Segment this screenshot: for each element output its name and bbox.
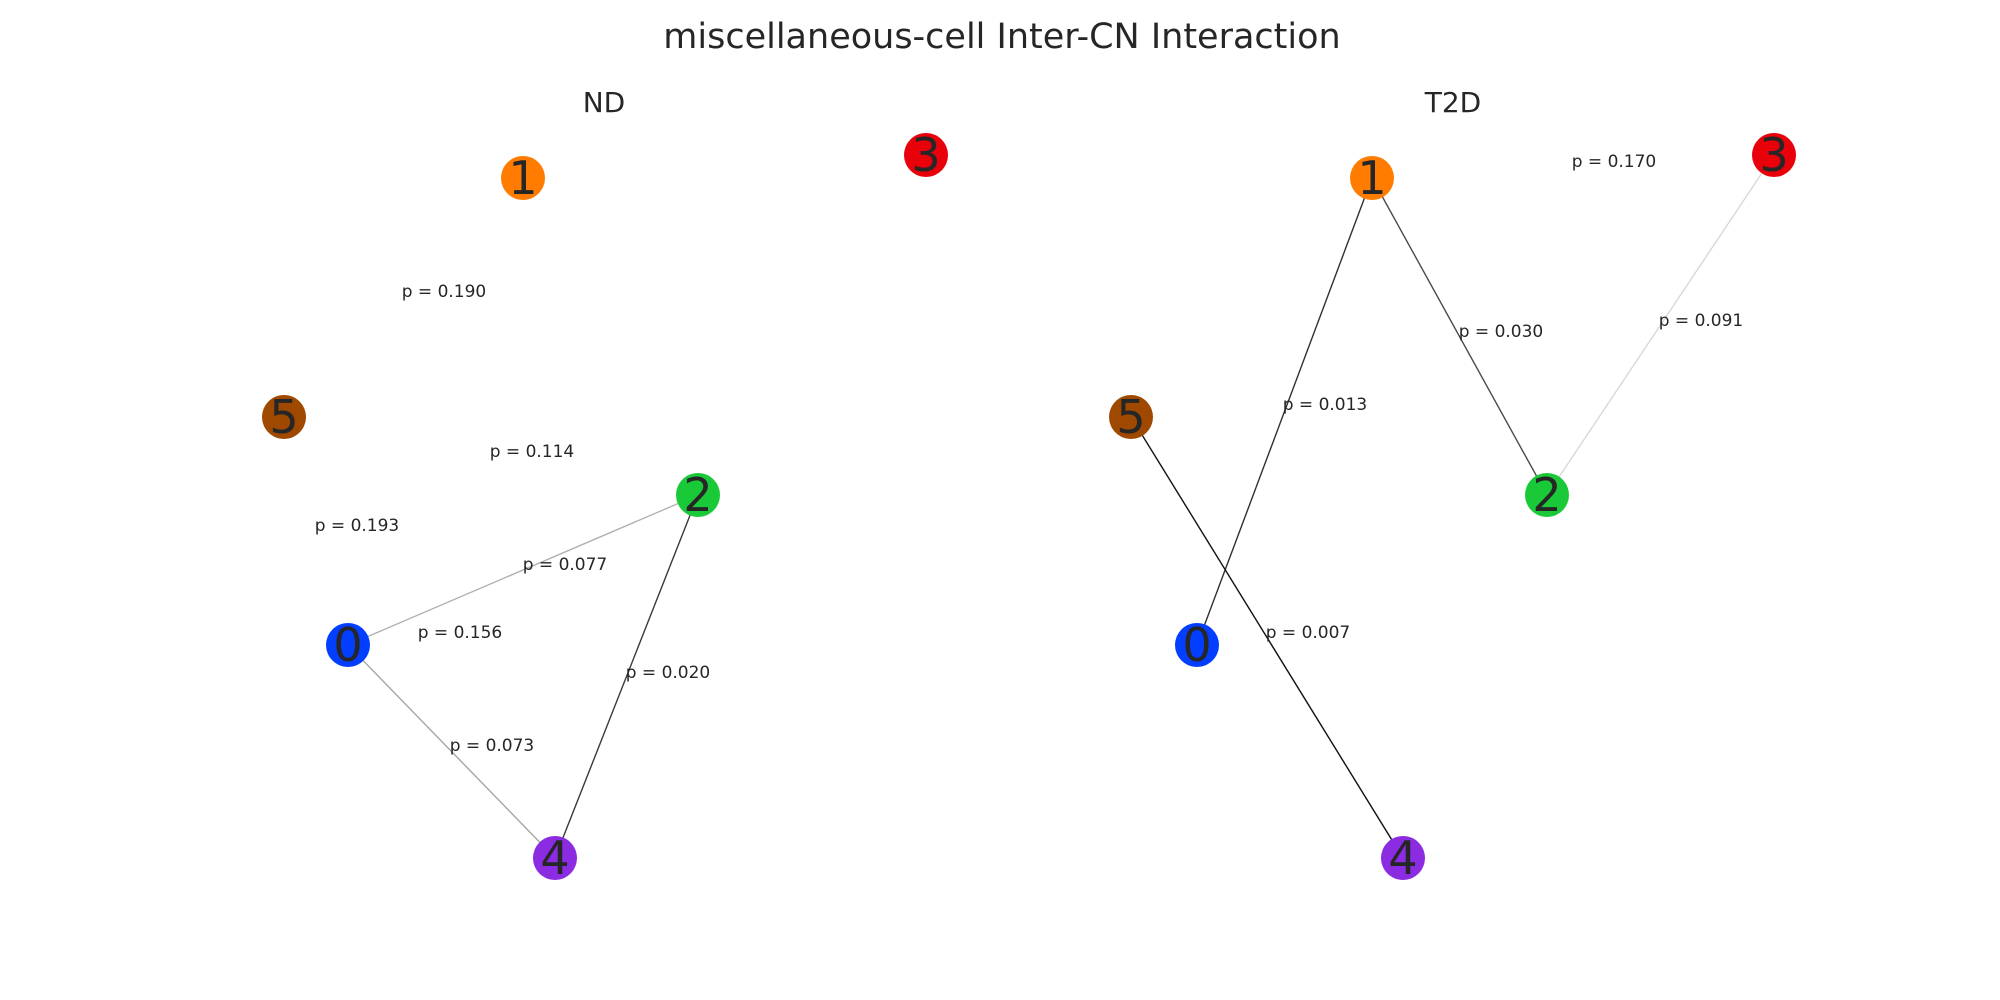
edge-t2d-1-2 <box>1371 177 1548 496</box>
node-nd-0: 0 <box>326 618 370 672</box>
edge-group-nd <box>283 177 699 859</box>
node-circle-nd-0 <box>326 623 370 667</box>
node-label-t2d-2: 2 <box>1532 468 1561 522</box>
edge-t2d-1-3 <box>1371 154 1775 179</box>
node-group-nd: 0 1 2 3 4 5 <box>262 128 948 885</box>
node-t2d-0: 0 <box>1175 618 1219 672</box>
node-circle-nd-5 <box>262 395 306 439</box>
edge-nd-1-5 <box>283 177 524 418</box>
node-circle-t2d-5 <box>1109 395 1153 439</box>
node-nd-1: 1 <box>501 151 545 205</box>
edge-label-nd-1-0: p = 0.114 <box>490 442 575 462</box>
node-label-t2d-5: 5 <box>1116 390 1145 444</box>
edge-label-nd-5-0: p = 0.193 <box>315 516 400 536</box>
edge-label-t2d-1-0: p = 0.013 <box>1283 395 1368 415</box>
node-label-t2d-0: 0 <box>1182 618 1211 672</box>
edge-t2d-5-4 <box>1130 416 1404 859</box>
node-label-t2d-3: 3 <box>1759 128 1788 182</box>
panel-t2d: T2D p = 0.013 p = 0.030 p = 0.091 p = 0.007… <box>1109 86 1796 885</box>
node-circle-nd-1 <box>501 156 545 200</box>
edge-nd-1-0 <box>347 177 524 646</box>
edge-label-group-t2d: p = 0.013 p = 0.030 p = 0.091 p = 0.007 p = … <box>1266 152 1744 643</box>
edge-label-t2d-1-2: p = 0.030 <box>1459 322 1544 342</box>
edge-nd-0-2 <box>347 494 699 646</box>
node-circle-t2d-1 <box>1350 156 1394 200</box>
node-t2d-5: 5 <box>1109 390 1153 444</box>
node-circle-t2d-2 <box>1525 473 1569 517</box>
edge-nd-5-0 <box>283 416 349 646</box>
node-label-nd-1: 1 <box>508 151 537 205</box>
node-t2d-3: 3 <box>1752 128 1796 182</box>
edge-label-nd-0-2: p = 0.077 <box>523 555 608 575</box>
node-t2d-4: 4 <box>1381 831 1425 885</box>
edge-nd-2-4 <box>554 494 699 859</box>
node-circle-t2d-0 <box>1175 623 1219 667</box>
node-t2d-1: 1 <box>1350 151 1394 205</box>
edge-nd-0-4 <box>347 644 556 859</box>
node-label-t2d-4: 4 <box>1388 831 1417 885</box>
node-nd-2: 2 <box>676 468 720 522</box>
node-circle-t2d-3 <box>1752 133 1796 177</box>
figure-title: miscellaneous-cell Inter-CN Interaction <box>663 17 1340 57</box>
edge-label-t2d-5-4: p = 0.007 <box>1266 623 1351 643</box>
edge-label-nd-0-4: p = 0.073 <box>450 736 535 756</box>
edge-label-group-nd: p = 0.077 p = 0.073 p = 0.020 p = 0.190 p = … <box>315 282 711 756</box>
node-circle-t2d-4 <box>1381 836 1425 880</box>
edge-label-nd-5-2: p = 0.156 <box>418 623 503 643</box>
node-t2d-2: 2 <box>1525 468 1569 522</box>
edge-label-t2d-1-3: p = 0.170 <box>1572 152 1657 172</box>
node-nd-3: 3 <box>904 128 948 182</box>
node-label-nd-4: 4 <box>540 831 569 885</box>
edge-label-nd-2-4: p = 0.020 <box>626 663 711 683</box>
panel-title-nd: ND <box>583 86 626 119</box>
edge-t2d-1-0 <box>1196 177 1373 646</box>
edge-nd-5-2 <box>283 416 699 496</box>
node-label-nd-0: 0 <box>333 618 362 672</box>
node-label-nd-3: 3 <box>911 128 940 182</box>
node-circle-nd-4 <box>533 836 577 880</box>
node-label-t2d-1: 1 <box>1357 151 1386 205</box>
edge-label-nd-1-5: p = 0.190 <box>402 282 487 302</box>
node-circle-nd-3 <box>904 133 948 177</box>
node-nd-4: 4 <box>533 831 577 885</box>
node-label-nd-5: 5 <box>269 390 298 444</box>
node-label-nd-2: 2 <box>683 468 712 522</box>
node-circle-nd-2 <box>676 473 720 517</box>
edge-t2d-2-3 <box>1546 154 1775 496</box>
node-nd-5: 5 <box>262 390 306 444</box>
edge-group-t2d <box>1130 154 1775 859</box>
edge-label-t2d-2-3: p = 0.091 <box>1659 311 1744 331</box>
node-group-t2d: 0 1 2 3 4 5 <box>1109 128 1796 885</box>
panel-title-t2d: T2D <box>1424 86 1481 119</box>
